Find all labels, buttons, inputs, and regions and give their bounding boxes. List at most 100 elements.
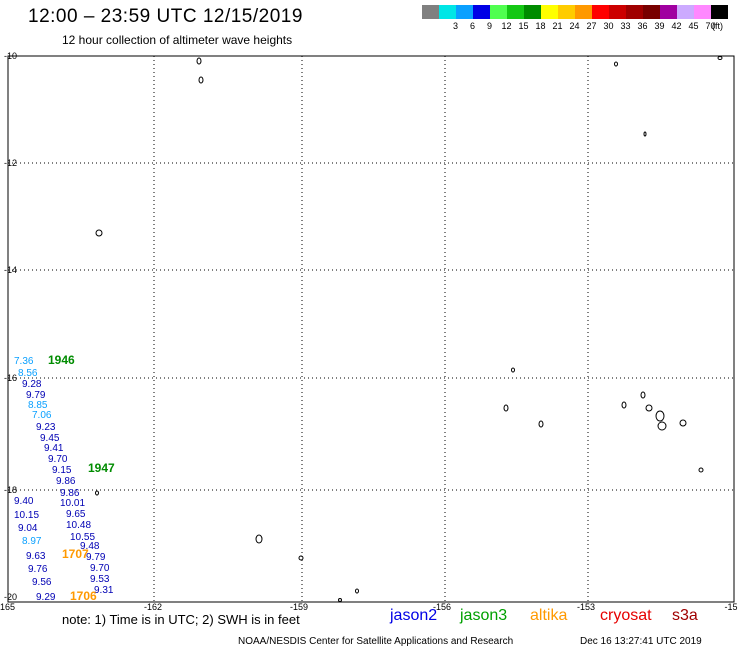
scale-swatch xyxy=(541,5,558,19)
island-outline xyxy=(614,61,618,67)
scale-swatch xyxy=(558,5,575,19)
scale-swatch xyxy=(490,5,507,19)
wave-height-value: 9.86 xyxy=(56,476,76,487)
scale-swatch xyxy=(626,5,643,19)
generated-date: Dec 16 13:27:41 UTC 2019 xyxy=(580,636,702,647)
wave-height-value: 9.41 xyxy=(44,443,64,454)
scale-label: 12 xyxy=(501,21,512,31)
wave-height-value: 9.23 xyxy=(36,422,56,433)
scale-label: 3 xyxy=(452,21,458,31)
wave-height-value: 10.48 xyxy=(66,520,91,531)
scale-label: 18 xyxy=(535,21,546,31)
island-outline xyxy=(657,421,667,431)
satellite-cryosat: cryosat xyxy=(600,607,652,624)
scale-swatch xyxy=(643,5,660,19)
wave-height-value: 9.65 xyxy=(66,509,86,520)
satellite-s3a: s3a xyxy=(672,607,698,624)
pass-time-label: 1707 xyxy=(62,547,89,561)
scale-label: 24 xyxy=(569,21,580,31)
scale-swatch xyxy=(524,5,541,19)
scale-label: 42 xyxy=(671,21,682,31)
wave-height-value: 10.55 xyxy=(70,532,95,543)
scale-swatch xyxy=(473,5,490,19)
wave-height-value: 9.31 xyxy=(94,585,114,596)
wave-height-value: 9.45 xyxy=(40,433,60,444)
credit-line: NOAA/NESDIS Center for Satellite Applica… xyxy=(238,636,514,647)
wave-height-value: 9.70 xyxy=(48,454,68,465)
scale-swatch xyxy=(660,5,677,19)
scale-label: 30 xyxy=(603,21,614,31)
lat-tick-label: -10 xyxy=(4,51,17,61)
scale-label: 27 xyxy=(586,21,597,31)
lon-tick-label: -159 xyxy=(290,602,308,612)
wave-height-value: 9.48 xyxy=(80,541,100,552)
pass-time-label: 1947 xyxy=(88,461,115,475)
island-outline xyxy=(640,391,646,399)
scale-label: 15 xyxy=(518,21,529,31)
scale-label: 33 xyxy=(620,21,631,31)
pass-time-label: 1946 xyxy=(48,353,75,367)
island-outline xyxy=(511,367,515,373)
footer-note: note: 1) Time is in UTC; 2) SWH is in fe… xyxy=(62,612,300,627)
island-outline xyxy=(196,57,202,65)
island-outline xyxy=(338,598,342,602)
wave-height-value: 7.36 xyxy=(14,356,34,367)
satellite-jason3: jason3 xyxy=(460,607,508,624)
scale-swatch xyxy=(592,5,609,19)
lat-tick-label: -12 xyxy=(4,158,17,168)
island-outline xyxy=(298,555,304,561)
scale-label: 36 xyxy=(637,21,648,31)
wave-height-value: 10.15 xyxy=(14,510,39,521)
island-outline xyxy=(698,467,704,473)
scale-label: 70 xyxy=(705,21,716,31)
island-outline xyxy=(198,76,204,84)
wave-height-value: 9.28 xyxy=(22,379,42,390)
wave-height-value: 9.70 xyxy=(90,563,110,574)
island-outline xyxy=(255,534,263,544)
wave-height-value: 9.63 xyxy=(26,551,46,562)
island-outline xyxy=(95,229,103,237)
pass-time-label: 1706 xyxy=(70,589,97,603)
scale-label: 39 xyxy=(654,21,665,31)
lon-tick-label: -165 xyxy=(0,602,15,612)
wave-height-value: 7.06 xyxy=(32,410,52,421)
island-outline xyxy=(95,490,99,496)
lat-tick-label: -16 xyxy=(4,373,17,383)
scale-swatch xyxy=(609,5,626,19)
scale-swatch xyxy=(422,5,439,19)
scale-swatch xyxy=(711,5,728,19)
observation-labels: 7.36 1946 8.569.28 9.79 8.857.069.239.459.41… xyxy=(14,353,115,603)
wave-height-value: 9.76 xyxy=(28,564,48,575)
island-outline xyxy=(643,131,647,137)
scale-swatch xyxy=(507,5,524,19)
island-outline xyxy=(355,588,359,594)
scale-swatch xyxy=(694,5,711,19)
scale-label: 6 xyxy=(469,21,475,31)
wave-height-value: 9.15 xyxy=(52,465,72,476)
wave-height-value: 9.79 xyxy=(86,552,106,563)
scale-label: 21 xyxy=(552,21,563,31)
lat-tick-label: -18 xyxy=(4,485,17,495)
satellite-jason2: jason2 xyxy=(390,607,438,624)
wave-height-value: 8.85 xyxy=(28,400,48,411)
scale-swatch xyxy=(439,5,456,19)
scale-swatch xyxy=(456,5,473,19)
scale-unit: (ft) xyxy=(712,21,723,31)
island-outline xyxy=(679,419,687,427)
lon-tick-label: -156 xyxy=(433,602,451,612)
lon-tick-label: -15 xyxy=(724,602,737,612)
wave-height-value: 8.97 xyxy=(22,536,42,547)
lat-tick-label: -14 xyxy=(4,265,17,275)
wave-height-value: 9.86 xyxy=(60,488,80,499)
wave-height-value: 9.04 xyxy=(18,523,38,534)
page-title: 12:00 – 23:59 UTC 12/15/2019 xyxy=(28,6,303,27)
scale-label: 9 xyxy=(486,21,492,31)
island-outline xyxy=(645,404,653,412)
scale-swatch xyxy=(575,5,592,19)
scale-label: 45 xyxy=(688,21,699,31)
island-outlines xyxy=(95,56,723,602)
lat-tick-label: -20 xyxy=(4,592,17,602)
wave-height-value: 8.56 xyxy=(18,368,38,379)
scale-swatch xyxy=(677,5,694,19)
